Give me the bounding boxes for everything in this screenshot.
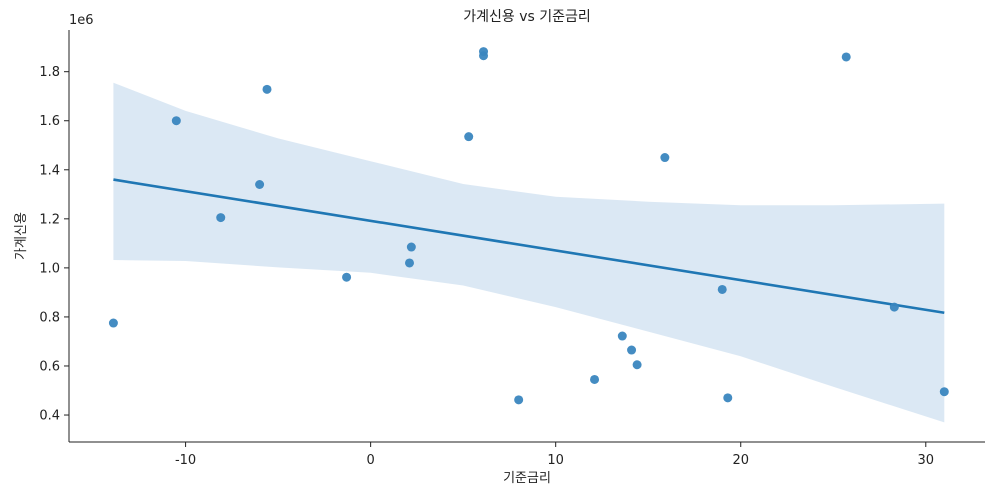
y-offset-label: 1e6 (69, 13, 94, 28)
data-point (108, 318, 118, 328)
y-tick-label: 1.8 (39, 65, 60, 80)
x-tick-label: 20 (732, 453, 749, 468)
data-point (479, 51, 489, 61)
x-axis-ticks: -10 0 10 20 30 (175, 442, 934, 468)
x-axis-title: 기준금리 (503, 471, 551, 486)
y-axis-title: 가계신용 (14, 212, 29, 260)
regression-line-layer (113, 178, 945, 315)
data-point (262, 84, 272, 94)
data-point (939, 387, 949, 397)
x-tick-label: -10 (175, 453, 196, 468)
y-tick-label: 0.4 (39, 409, 60, 424)
y-tick-label: 1.6 (39, 114, 60, 129)
y-tick-label: 1.0 (39, 261, 60, 276)
data-point (216, 213, 226, 223)
data-point (723, 393, 733, 403)
x-tick-label: 30 (918, 453, 935, 468)
y-tick-label: 0.6 (39, 359, 60, 374)
data-point (627, 345, 637, 355)
data-point (617, 331, 627, 341)
regression-line (113, 178, 945, 315)
confidence-band-layer (113, 82, 945, 423)
data-point (889, 302, 899, 312)
data-point (171, 116, 181, 126)
data-point (717, 284, 727, 294)
confidence-band (113, 82, 945, 423)
chart-title: 가계신용 vs 기준금리 (463, 9, 591, 25)
y-tick-label: 0.8 (39, 310, 60, 325)
data-point (406, 242, 416, 252)
data-point (590, 374, 600, 384)
x-tick-label: 10 (547, 453, 564, 468)
x-tick-label: 0 (366, 453, 374, 468)
data-point (841, 52, 851, 62)
data-point (255, 180, 265, 189)
data-point (342, 272, 352, 282)
y-tick-label: 1.4 (39, 163, 60, 178)
data-point (660, 153, 670, 163)
data-point (632, 360, 642, 370)
data-points-layer (108, 47, 949, 405)
y-axis-ticks: 0.4 0.6 0.8 1.0 1.2 1.4 1.6 1.8 (39, 65, 69, 424)
y-tick-label: 1.2 (39, 212, 60, 227)
data-point (514, 395, 524, 405)
data-point (404, 258, 414, 268)
data-point (464, 132, 474, 142)
